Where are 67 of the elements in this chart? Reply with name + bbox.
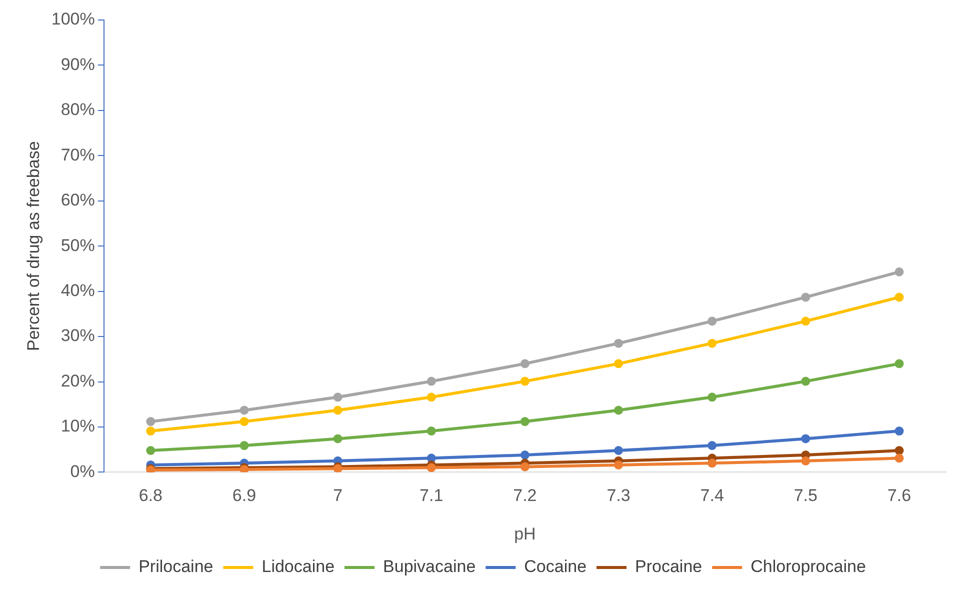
point (426, 426, 436, 436)
point (894, 292, 904, 302)
y-tick-label: 10% (60, 416, 95, 436)
point (708, 441, 717, 450)
y-tick-label: 100% (51, 10, 95, 29)
y-tick-label: 20% (60, 371, 95, 390)
point (520, 450, 530, 460)
point (708, 338, 717, 348)
point (333, 406, 342, 415)
point (614, 338, 624, 348)
point (894, 426, 904, 436)
point (708, 458, 717, 468)
point (614, 359, 624, 368)
point (240, 417, 249, 426)
point (614, 446, 624, 455)
y-tick-label: 40% (60, 281, 95, 300)
legend-label: Bupivacaine (383, 557, 476, 576)
point (333, 392, 342, 402)
point (614, 406, 624, 415)
x-tick-label: 7 (333, 486, 343, 506)
point (801, 292, 810, 302)
x-tick-label: 7.6 (887, 486, 912, 506)
x-tick-label: 7.4 (700, 486, 724, 506)
legend-label: Cocaine (524, 557, 587, 576)
point (146, 417, 156, 426)
legend-label: Lidocaine (262, 557, 335, 576)
point (146, 426, 156, 436)
legend-label: Chloroprocaine (750, 557, 866, 576)
y-tick-label: 50% (60, 236, 95, 255)
x-tick-label: 7.2 (513, 486, 537, 506)
y-tick-label: 30% (60, 326, 95, 346)
point (426, 376, 436, 386)
point (801, 376, 810, 386)
x-tick-label: 7.1 (420, 486, 444, 506)
point (520, 376, 530, 386)
y-tick-label: 90% (60, 54, 95, 74)
point (708, 392, 717, 402)
point (801, 316, 810, 326)
point (426, 392, 436, 402)
point (240, 406, 249, 415)
point (426, 463, 436, 472)
point (801, 434, 810, 444)
point (801, 456, 810, 466)
y-tick-label: 80% (60, 100, 95, 120)
point (146, 446, 156, 455)
point (894, 267, 904, 276)
x-tick-label: 7.5 (794, 486, 818, 506)
x-axis-title: pH (514, 524, 536, 544)
point (708, 316, 717, 326)
point (894, 359, 904, 368)
point (894, 454, 904, 463)
point (614, 460, 624, 470)
y-tick-label: 70% (60, 145, 95, 164)
x-tick-label: 7.3 (606, 486, 630, 506)
point (520, 359, 530, 368)
y-axis-title: Percent of drug as freebase (24, 141, 43, 351)
legend-label: Prilocaine (138, 557, 214, 576)
point (240, 441, 249, 450)
point (333, 434, 342, 444)
point (520, 462, 530, 472)
point (520, 417, 530, 426)
y-tick-label: 60% (60, 190, 95, 210)
point (894, 446, 904, 455)
x-tick-label: 6.8 (138, 486, 162, 506)
legend-label: Procaine (635, 557, 702, 576)
y-tick-label: 0% (70, 462, 95, 481)
x-tick-label: 6.9 (232, 486, 256, 506)
